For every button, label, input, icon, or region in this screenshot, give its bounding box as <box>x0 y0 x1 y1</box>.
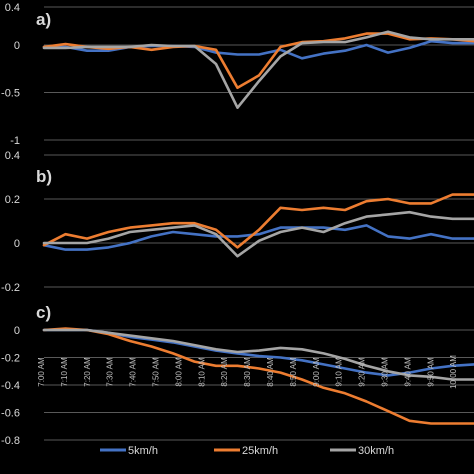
panel-b: 0.4 0.2 0 -0.2 b) <box>1 150 474 294</box>
x-tick-label: 9:30 AM <box>381 357 390 387</box>
series-line-5kmh <box>42 224 474 251</box>
y-tick-label: 0 <box>14 325 20 337</box>
x-tick-label: 7:40 AM <box>129 357 138 387</box>
series-line-25kmh <box>42 193 474 249</box>
series-line-30kmh <box>42 30 474 109</box>
y-tick-label: -0.6 <box>1 408 20 420</box>
y-tick-label: -0.8 <box>1 435 20 447</box>
y-tick-label: -0.2 <box>1 353 20 365</box>
legend: 5km/h 25km/h 30km/h <box>100 445 394 457</box>
x-tick-label: 7:10 AM <box>60 357 69 387</box>
x-tick-label: 7:50 AM <box>152 357 161 387</box>
x-tick-label: 8:50 AM <box>289 357 298 387</box>
panel-label: b) <box>36 167 52 186</box>
panel-c: 0 -0.2 -0.4 -0.6 -0.8 c) 7:00 AM 7:10 AM 7:20 AM… <box>1 303 474 447</box>
x-tick-label: 9:50 AM <box>426 357 435 387</box>
x-tick-label: 10:00 AM <box>449 355 458 389</box>
legend-label: 30km/h <box>358 445 394 457</box>
x-tick-label: 7:30 AM <box>106 357 115 387</box>
y-tick-label: 0.4 <box>5 2 20 14</box>
x-tick-label: 9:40 AM <box>403 357 412 387</box>
y-tick-label: -1 <box>10 135 20 147</box>
x-tick-label: 8:40 AM <box>266 357 275 387</box>
x-tick-label: 8:20 AM <box>220 357 229 387</box>
x-tick-label: 8:00 AM <box>174 357 183 387</box>
x-tick-label: 9:20 AM <box>358 357 367 387</box>
y-tick-label: 0 <box>14 238 20 250</box>
y-tick-label: -0.2 <box>1 282 20 294</box>
series-line-30kmh <box>42 328 474 381</box>
x-tick-label: 9:10 AM <box>335 357 344 387</box>
x-tick-label: 7:20 AM <box>83 357 92 387</box>
y-tick-label: 0.4 <box>5 150 20 162</box>
series-line-30kmh <box>42 210 474 258</box>
y-tick-label: 0 <box>14 40 20 52</box>
legend-label: 5km/h <box>128 445 158 457</box>
y-tick-label: -0.4 <box>1 380 20 392</box>
y-tick-label: 0.2 <box>5 194 20 206</box>
series-line-25kmh <box>42 327 474 425</box>
y-tick-label: -0.5 <box>1 88 20 100</box>
x-tick-label: 7:00 AM <box>37 357 46 387</box>
x-tick-label: 8:10 AM <box>197 357 206 387</box>
x-tick-label: 8:30 AM <box>243 357 252 387</box>
x-tick-label: 9:00 AM <box>312 357 321 387</box>
panel-a: 0.4 0 -0.5 -1 a) <box>1 2 474 147</box>
panel-label: c) <box>36 303 51 322</box>
legend-label: 25km/h <box>242 445 278 457</box>
panel-label: a) <box>36 10 51 29</box>
